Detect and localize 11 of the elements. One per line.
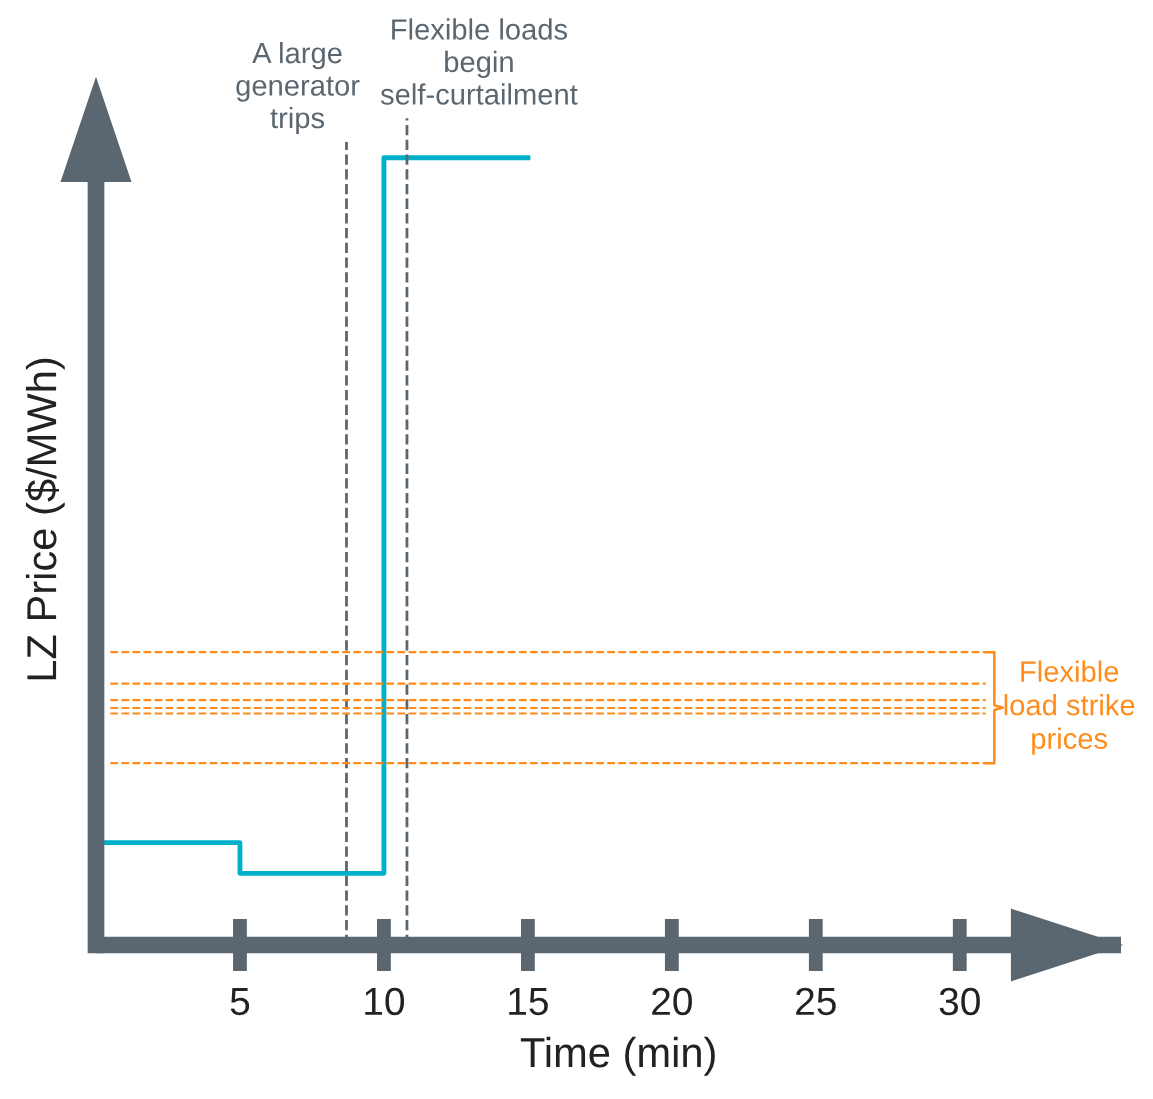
x-tick-label: 10 [365,987,405,1016]
x-axis-title: Time (min) [520,1036,715,1076]
x-tick-label: 15 [509,988,548,1016]
x-tick-label: 5 [230,988,250,1016]
x-tick-label: 30 [939,987,980,1016]
annotation: Flexible load strike prices [1004,660,1135,755]
x-tick-label: 25 [796,987,836,1016]
ref-line-label: Flexible loads begin self-curtailment [380,18,578,105]
ref-line-label: A large generator trips [236,41,360,135]
x-tick-label: 20 [652,987,692,1016]
y-axis-title: LZ Price ($/MWh) [25,358,65,680]
